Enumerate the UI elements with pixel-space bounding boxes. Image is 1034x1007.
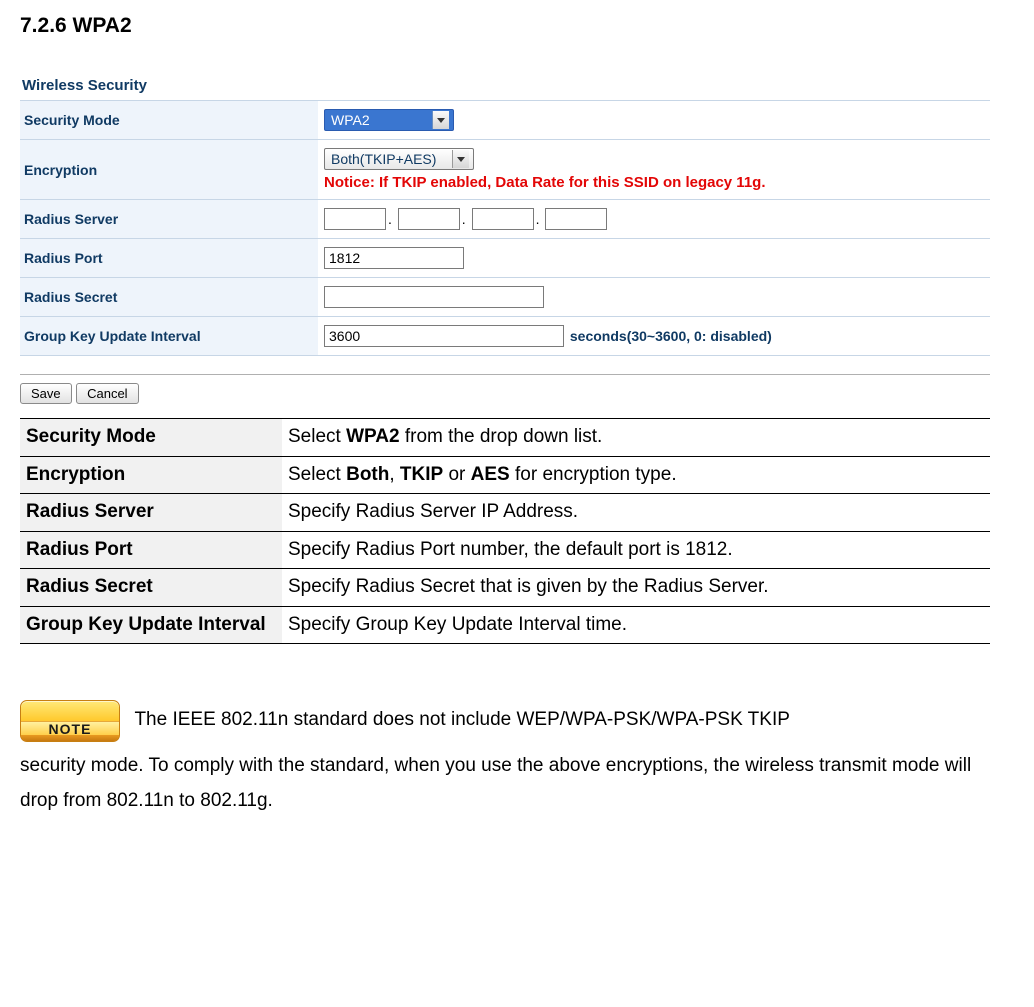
note-text-lead: The IEEE 802.11n standard does not inclu… (134, 709, 789, 730)
group-key-input[interactable] (324, 325, 564, 347)
chevron-down-icon (452, 150, 469, 168)
row-radius-server: Radius Server . . . (20, 200, 990, 239)
radius-server-octet-1[interactable] (324, 208, 386, 230)
encryption-select[interactable]: Both(TKIP+AES) (324, 148, 474, 170)
row-radius-secret: Radius Secret (20, 278, 990, 317)
radius-server-octet-3[interactable] (472, 208, 534, 230)
desc-value: Specify Radius Port number, the default … (282, 531, 990, 569)
label-group-key: Group Key Update Interval (20, 317, 318, 356)
row-encryption: Encryption Both(TKIP+AES) Notice: If TKI… (20, 140, 990, 200)
desc-row: Radius ServerSpecify Radius Server IP Ad… (20, 494, 990, 532)
security-mode-select[interactable]: WPA2 (324, 109, 454, 131)
divider (20, 374, 990, 375)
desc-row: Radius SecretSpecify Radius Secret that … (20, 569, 990, 607)
security-mode-value: WPA2 (331, 112, 426, 128)
cancel-button[interactable]: Cancel (76, 383, 138, 404)
encryption-value: Both(TKIP+AES) (331, 151, 446, 167)
desc-value: Specify Radius Secret that is given by t… (282, 569, 990, 607)
desc-key: Encryption (20, 456, 282, 494)
panel-title: Wireless Security (20, 74, 990, 100)
desc-key: Radius Server (20, 494, 282, 532)
encryption-notice: Notice: If TKIP enabled, Data Rate for t… (324, 174, 984, 191)
desc-key: Security Mode (20, 419, 282, 457)
desc-row: Security ModeSelect WPA2 from the drop d… (20, 419, 990, 457)
group-key-suffix: seconds(30~3600, 0: disabled) (570, 328, 772, 344)
note-icon: NOTE (20, 700, 120, 742)
chevron-down-icon (432, 111, 449, 129)
desc-row: Radius PortSpecify Radius Port number, t… (20, 531, 990, 569)
note-text-rest: security mode. To comply with the standa… (20, 748, 990, 818)
desc-key: Radius Secret (20, 569, 282, 607)
note-badge-text: NOTE (21, 721, 119, 735)
desc-value: Specify Radius Server IP Address. (282, 494, 990, 532)
note-block: NOTE The IEEE 802.11n standard does not … (20, 700, 990, 818)
section-heading: 7.2.6 WPA2 (20, 14, 1014, 38)
wireless-security-panel: Wireless Security Security Mode WPA2 Enc… (20, 74, 990, 404)
row-group-key: Group Key Update Interval seconds(30~360… (20, 317, 990, 356)
config-table: Security Mode WPA2 Encryption Both(TKIP+… (20, 100, 990, 356)
label-encryption: Encryption (20, 140, 318, 200)
desc-key: Group Key Update Interval (20, 606, 282, 644)
desc-key: Radius Port (20, 531, 282, 569)
desc-value: Select Both, TKIP or AES for encryption … (282, 456, 990, 494)
label-radius-port: Radius Port (20, 239, 318, 278)
desc-value: Select WPA2 from the drop down list. (282, 419, 990, 457)
desc-row: EncryptionSelect Both, TKIP or AES for e… (20, 456, 990, 494)
row-security-mode: Security Mode WPA2 (20, 101, 990, 140)
radius-secret-input[interactable] (324, 286, 544, 308)
save-button[interactable]: Save (20, 383, 72, 404)
radius-server-octet-4[interactable] (545, 208, 607, 230)
row-radius-port: Radius Port (20, 239, 990, 278)
label-security-mode: Security Mode (20, 101, 318, 140)
description-table: Security ModeSelect WPA2 from the drop d… (20, 418, 990, 644)
label-radius-secret: Radius Secret (20, 278, 318, 317)
desc-value: Specify Group Key Update Interval time. (282, 606, 990, 644)
label-radius-server: Radius Server (20, 200, 318, 239)
radius-server-octet-2[interactable] (398, 208, 460, 230)
desc-row: Group Key Update IntervalSpecify Group K… (20, 606, 990, 644)
radius-port-input[interactable] (324, 247, 464, 269)
